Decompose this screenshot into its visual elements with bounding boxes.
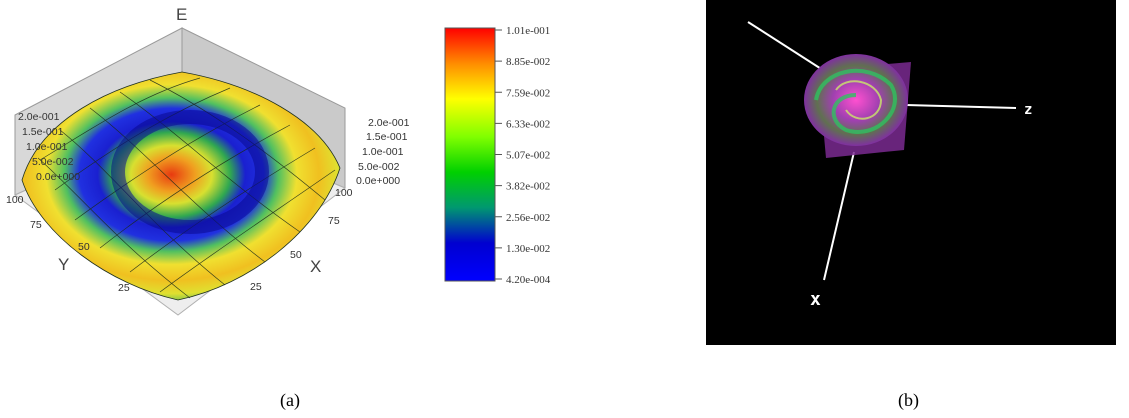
dome-ring <box>111 110 269 234</box>
z-tick-left: 5.0e-002 <box>32 156 74 168</box>
z-tick-right: 1.5e-001 <box>366 131 408 143</box>
colorbar-ticks: 1.01e-001 8.85e-002 7.59e-002 6.33e-002 5.07… <box>495 25 551 286</box>
z-tick-left: 2.0e-001 <box>18 111 60 123</box>
z-tick-right: 0.0e+000 <box>356 175 400 187</box>
colorbar-tick-label: 1.01e-001 <box>506 25 550 37</box>
axis-line-down <box>823 151 855 281</box>
z-ticks-left: 2.0e-001 1.5e-001 1.0e-001 5.0e-002 0.0e… <box>18 111 80 183</box>
y-ticks: 100 75 50 25 <box>6 194 130 294</box>
x-tick: 75 <box>328 215 340 227</box>
colorbar-tick-label: 1.30e-002 <box>506 243 550 255</box>
x-tick: 50 <box>290 249 302 261</box>
swirl-ring-inner <box>835 80 883 120</box>
x-axis-label: X <box>310 257 321 276</box>
y-tick: 25 <box>118 282 130 294</box>
z-tick-right: 2.0e-001 <box>368 117 410 129</box>
z-tick-left: 1.5e-001 <box>22 126 64 138</box>
z-axis-label-b: z <box>1024 102 1032 118</box>
colorbar-tick-label: 7.59e-002 <box>506 87 550 99</box>
swirl-ring <box>814 68 897 134</box>
y-tick: 100 <box>6 194 24 206</box>
surface-plot: E Y X 2.0e-001 1.5e-001 1.0e-001 5.0e-00… <box>6 5 410 316</box>
colorbar-tick-label: 4.20e-004 <box>506 274 551 286</box>
x-tick: 100 <box>335 187 353 199</box>
axis-line-right <box>905 104 1017 109</box>
z-tick-left: 0.0e+000 <box>36 171 80 183</box>
surface-mesh <box>21 71 341 301</box>
caption-a: (a) <box>280 390 300 410</box>
volume-render: z x <box>706 0 1116 345</box>
y-tick: 75 <box>30 219 42 231</box>
z-tick-left: 1.0e-001 <box>26 141 68 153</box>
colorbar-tick-label: 8.85e-002 <box>506 56 550 68</box>
z-ticks-right: 2.0e-001 1.5e-001 1.0e-001 5.0e-002 0.0e… <box>356 117 410 187</box>
colorbar-legend: 1.01e-001 8.85e-002 7.59e-002 6.33e-002 5.07… <box>444 25 551 286</box>
y-tick: 50 <box>78 241 90 253</box>
colorbar-tick-label: 3.82e-002 <box>506 181 550 193</box>
x-axis-label-b: x <box>810 289 821 310</box>
z-axis-label: E <box>176 5 187 24</box>
z-tick-right: 1.0e-001 <box>362 146 404 158</box>
caption-b: (b) <box>898 390 919 410</box>
z-tick-right: 5.0e-002 <box>358 161 400 173</box>
y-axis-label: Y <box>58 255 69 274</box>
colorbar-tick-label: 2.56e-002 <box>506 212 550 224</box>
colorbar-tick-label: 6.33e-002 <box>506 118 550 130</box>
x-tick: 25 <box>250 281 262 293</box>
colorbar-tick-label: 5.07e-002 <box>506 150 550 162</box>
colorbar-gradient <box>444 27 496 282</box>
x-ticks: 25 50 75 100 <box>250 187 353 293</box>
